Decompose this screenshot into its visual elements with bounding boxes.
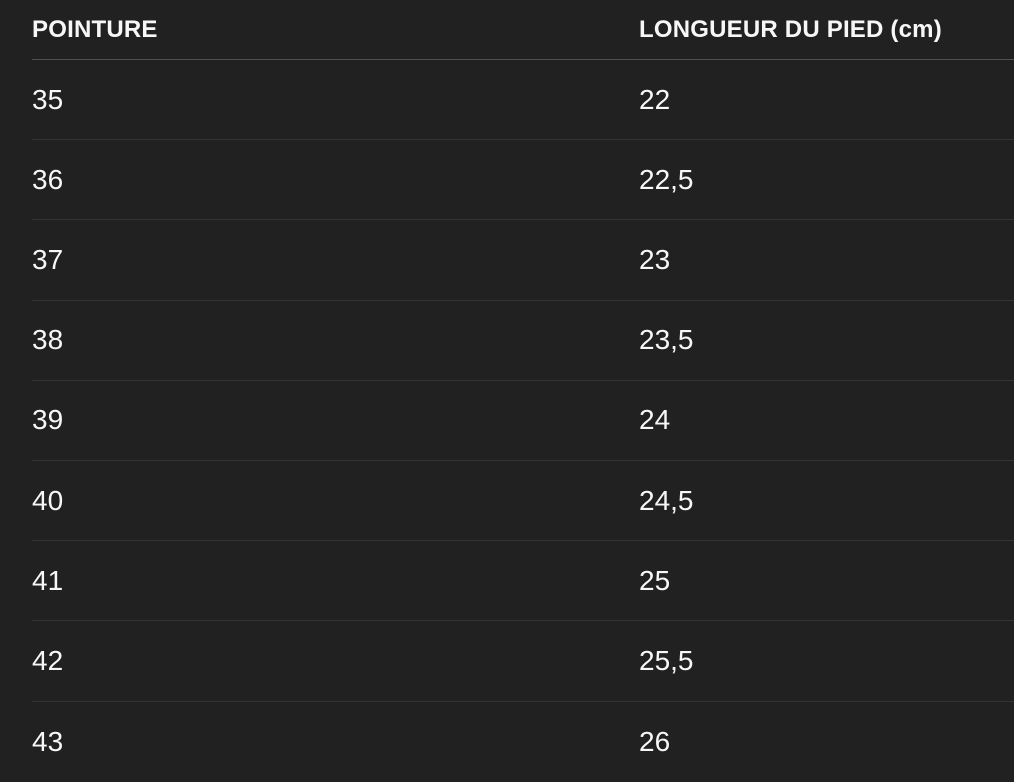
pointure-value: 41 (32, 564, 64, 596)
pointure-value: 36 (32, 163, 64, 195)
table-row: 38 23,5 (32, 301, 1014, 381)
longueur-value: 25,5 (639, 644, 694, 676)
pointure-value: 35 (32, 83, 64, 115)
column-header-pointure: POINTURE (32, 15, 158, 43)
pointure-value: 43 (32, 725, 64, 757)
table-row: 40 24,5 (32, 461, 1014, 542)
pointure-value: 37 (32, 243, 64, 275)
longueur-value: 22,5 (639, 163, 694, 195)
longueur-value: 24,5 (639, 484, 694, 516)
pointure-value: 38 (32, 324, 64, 356)
table-row: 42 25,5 (32, 621, 1014, 702)
longueur-value: 23,5 (639, 324, 694, 356)
table-row: 35 22 (32, 60, 1014, 141)
table-row: 43 26 (32, 702, 1014, 782)
pointure-value: 40 (32, 484, 64, 516)
longueur-value: 25 (639, 564, 671, 596)
longueur-value: 22 (639, 83, 671, 115)
longueur-value: 26 (639, 725, 671, 757)
table-body: 35 22 36 22,5 37 23 38 23,5 39 24 40 24,… (0, 60, 1014, 782)
table-row: 36 22,5 (32, 140, 1014, 221)
longueur-value: 23 (639, 243, 671, 275)
table-row: 39 24 (32, 381, 1014, 461)
pointure-value: 39 (32, 404, 64, 436)
table-row: 37 23 (32, 220, 1014, 301)
table-header-row: POINTURE LONGUEUR DU PIED (cm) (32, 0, 1014, 60)
column-header-longueur-du-pied: LONGUEUR DU PIED (cm) (639, 15, 942, 43)
longueur-value: 24 (639, 404, 671, 436)
pointure-value: 42 (32, 644, 64, 676)
table-row: 41 25 (32, 541, 1014, 622)
